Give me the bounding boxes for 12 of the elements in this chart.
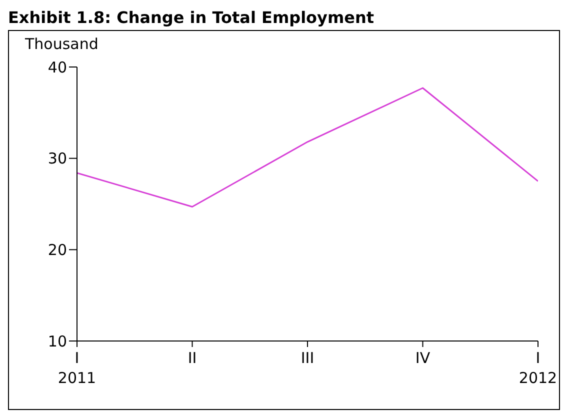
x-tick-label: IV [415,349,431,367]
x-tick-label: I 2011 [58,349,96,387]
chart-title: Exhibit 1.8: Change in Total Employment [8,8,376,29]
y-tick-label: 40 [48,58,67,76]
y-axis-title: Thousand [25,35,98,53]
y-tick-label: 30 [48,150,67,168]
y-tick-label: 10 [48,332,67,350]
x-tick-label: II [188,349,197,367]
line-series [77,87,538,208]
x-tick-label: III [300,349,314,367]
x-tick-label: I 2012 [518,349,558,387]
y-tick-label: 20 [48,240,67,259]
